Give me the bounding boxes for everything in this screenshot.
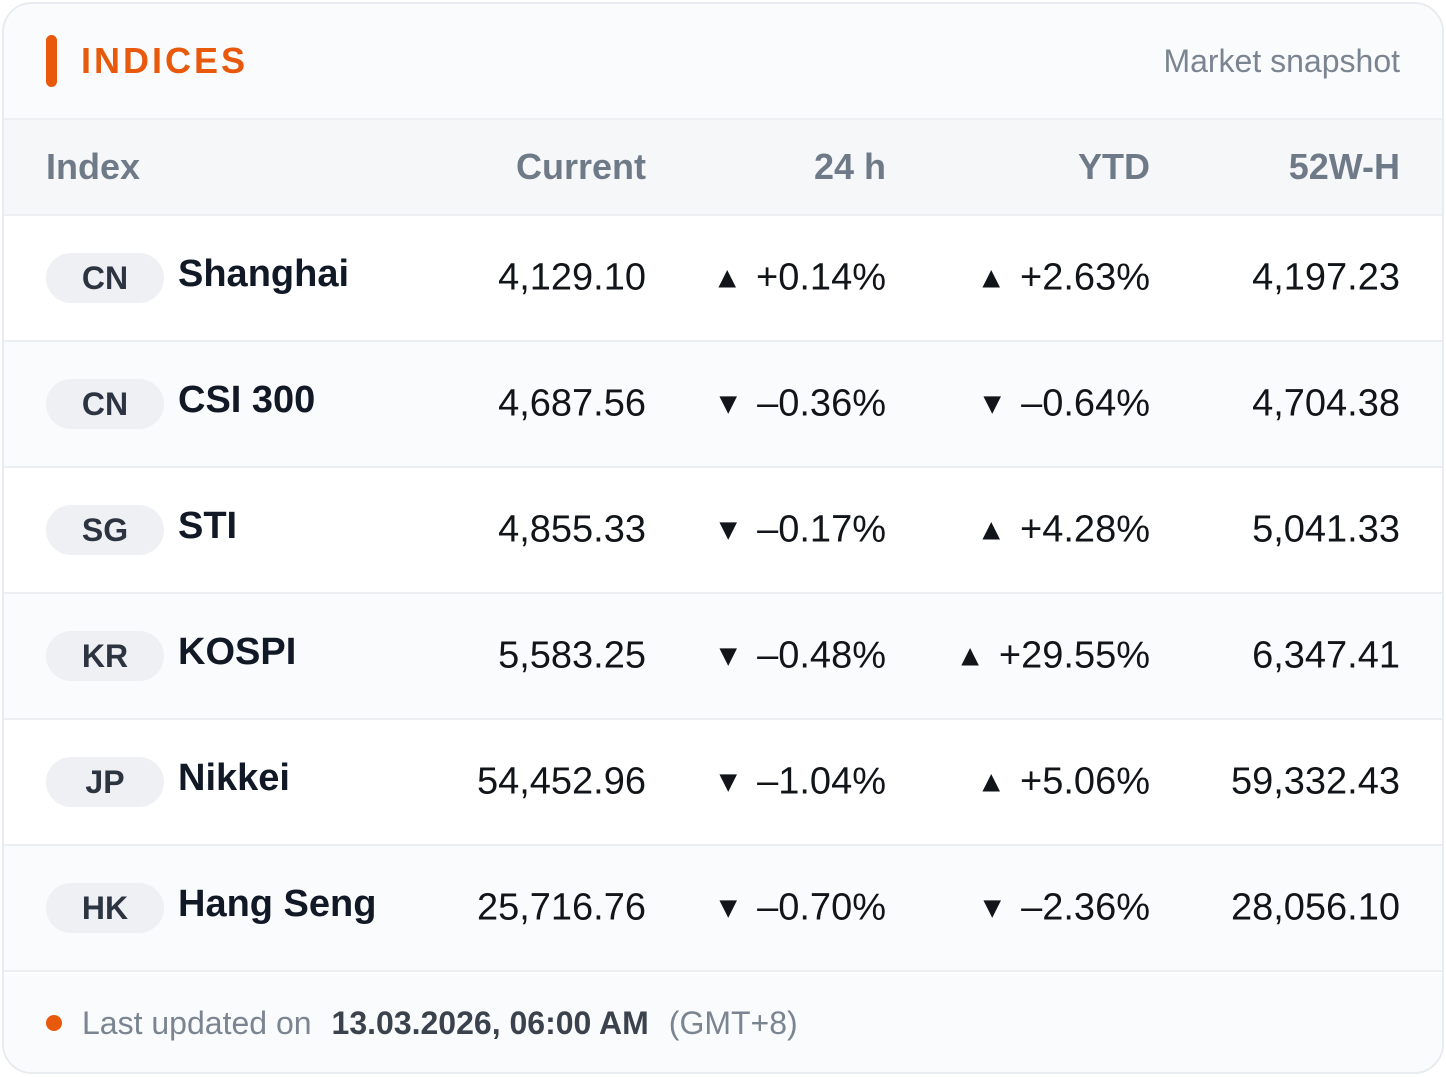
card-subtitle: Market snapshot bbox=[1163, 42, 1400, 79]
last-updated-label: Last updated on bbox=[82, 1004, 312, 1041]
index-cell: JP Nikkei bbox=[46, 757, 290, 807]
high-52w-value: 6,347.41 bbox=[1252, 634, 1400, 677]
arrow-down-icon: ▼ bbox=[713, 765, 744, 798]
table-row[interactable]: CN Shanghai 4,129.10 ▲ +0.14% ▲ +2.63% 4… bbox=[4, 216, 1442, 342]
current-value: 5,583.25 bbox=[498, 634, 646, 677]
card-header: INDICES Market snapshot bbox=[4, 4, 1442, 120]
change-ytd: ▼ –0.64% bbox=[977, 383, 1150, 426]
column-header-index[interactable]: Index bbox=[46, 146, 141, 187]
last-updated-datetime: 13.03.2026, 06:00 AM bbox=[331, 1004, 649, 1041]
arrow-down-icon: ▼ bbox=[713, 639, 744, 672]
change-24h-value: +0.14% bbox=[756, 256, 886, 299]
current-value: 4,687.56 bbox=[498, 382, 646, 425]
change-ytd-value: +2.63% bbox=[1020, 256, 1150, 299]
high-52w-value: 4,704.38 bbox=[1252, 382, 1400, 425]
card-footer: Last updated on 13.03.2026, 06:00 AM (GM… bbox=[4, 974, 1442, 1072]
status-dot-icon bbox=[46, 1015, 62, 1031]
arrow-up-icon: ▲ bbox=[976, 261, 1007, 294]
arrow-down-icon: ▼ bbox=[713, 387, 744, 420]
arrow-up-icon: ▲ bbox=[976, 765, 1007, 798]
change-24h: ▼ –0.17% bbox=[713, 509, 886, 552]
change-ytd: ▲ +2.63% bbox=[976, 257, 1150, 300]
header-title-group: INDICES bbox=[46, 35, 248, 87]
card-title: INDICES bbox=[81, 40, 249, 81]
current-value: 25,716.76 bbox=[476, 886, 646, 929]
index-cell: SG STI bbox=[46, 505, 237, 555]
change-24h-value: –0.70% bbox=[757, 886, 886, 929]
table-body: CN Shanghai 4,129.10 ▲ +0.14% ▲ +2.63% 4… bbox=[4, 216, 1442, 972]
index-cell: CN CSI 300 bbox=[46, 379, 315, 429]
change-ytd-value: +4.28% bbox=[1020, 508, 1150, 551]
change-24h: ▼ –0.36% bbox=[713, 383, 886, 426]
index-cell: KR KOSPI bbox=[46, 631, 296, 681]
change-ytd-value: +5.06% bbox=[1020, 760, 1150, 803]
high-52w-value: 5,041.33 bbox=[1252, 508, 1400, 551]
current-value: 4,129.10 bbox=[498, 256, 646, 299]
arrow-up-icon: ▲ bbox=[712, 261, 743, 294]
column-header-52w-high[interactable]: 52W-H bbox=[1288, 146, 1400, 187]
table-row[interactable]: KR KOSPI 5,583.25 ▼ –0.48% ▲ +29.55% 6,3… bbox=[4, 594, 1442, 720]
change-ytd-value: +29.55% bbox=[998, 634, 1150, 677]
high-52w-value: 59,332.43 bbox=[1230, 760, 1400, 803]
change-24h-value: –1.04% bbox=[757, 760, 886, 803]
country-badge: CN bbox=[46, 253, 164, 303]
high-52w-value: 4,197.23 bbox=[1252, 256, 1400, 299]
change-ytd: ▲ +29.55% bbox=[955, 635, 1150, 678]
table-row[interactable]: JP Nikkei 54,452.96 ▼ –1.04% ▲ +5.06% 59… bbox=[4, 720, 1442, 846]
index-name: Nikkei bbox=[178, 756, 290, 799]
change-24h-value: –0.48% bbox=[757, 634, 886, 677]
change-ytd: ▲ +4.28% bbox=[976, 509, 1150, 552]
change-24h: ▼ –0.70% bbox=[713, 887, 886, 930]
country-badge: CN bbox=[46, 379, 164, 429]
table-header: Index Current 24 h YTD 52W-H bbox=[4, 120, 1442, 216]
change-24h-value: –0.17% bbox=[757, 508, 886, 551]
country-badge: SG bbox=[46, 505, 164, 555]
accent-bar bbox=[46, 35, 57, 87]
index-cell: CN Shanghai bbox=[46, 253, 349, 303]
arrow-down-icon: ▼ bbox=[977, 387, 1008, 420]
current-value: 54,452.96 bbox=[476, 760, 646, 803]
country-badge: HK bbox=[46, 883, 164, 933]
high-52w-value: 28,056.10 bbox=[1230, 886, 1400, 929]
table-row[interactable]: SG STI 4,855.33 ▼ –0.17% ▲ +4.28% 5,041.… bbox=[4, 468, 1442, 594]
column-header-ytd[interactable]: YTD bbox=[1078, 146, 1150, 187]
country-badge: JP bbox=[46, 757, 164, 807]
last-updated-timezone: (GMT+8) bbox=[668, 1004, 798, 1041]
arrow-up-icon: ▲ bbox=[955, 639, 985, 672]
index-name: STI bbox=[178, 504, 238, 547]
arrow-down-icon: ▼ bbox=[713, 513, 744, 546]
arrow-down-icon: ▼ bbox=[713, 891, 744, 924]
index-name: Hang Seng bbox=[178, 882, 377, 925]
index-name: CSI 300 bbox=[178, 378, 316, 421]
change-ytd-value: –0.64% bbox=[1021, 382, 1150, 425]
index-name: KOSPI bbox=[178, 630, 297, 673]
change-24h: ▼ –1.04% bbox=[713, 761, 886, 804]
country-badge: KR bbox=[46, 631, 164, 681]
change-ytd: ▼ –2.36% bbox=[977, 887, 1150, 930]
arrow-up-icon: ▲ bbox=[976, 513, 1007, 546]
column-header-current[interactable]: Current bbox=[515, 146, 646, 187]
change-24h-value: –0.36% bbox=[757, 382, 886, 425]
table-row[interactable]: HK Hang Seng 25,716.76 ▼ –0.70% ▼ –2.36%… bbox=[4, 846, 1442, 972]
index-name: Shanghai bbox=[178, 252, 350, 295]
arrow-down-icon: ▼ bbox=[977, 891, 1008, 924]
change-24h: ▲ +0.14% bbox=[712, 257, 886, 300]
change-24h: ▼ –0.48% bbox=[713, 635, 886, 678]
change-ytd: ▲ +5.06% bbox=[976, 761, 1150, 804]
current-value: 4,855.33 bbox=[498, 508, 646, 551]
table-row[interactable]: CN CSI 300 4,687.56 ▼ –0.36% ▼ –0.64% 4,… bbox=[4, 342, 1442, 468]
column-header-24h[interactable]: 24 h bbox=[813, 146, 886, 187]
index-cell: HK Hang Seng bbox=[46, 883, 376, 933]
change-ytd-value: –2.36% bbox=[1021, 886, 1150, 929]
